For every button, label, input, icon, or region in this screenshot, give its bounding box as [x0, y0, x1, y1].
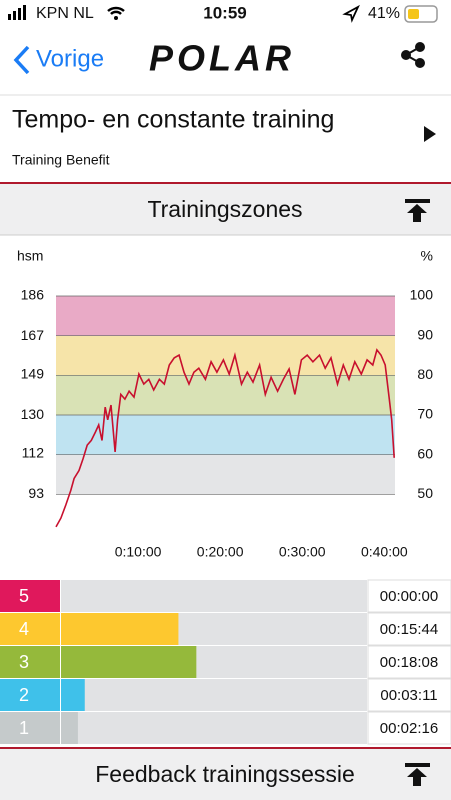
zone-bars: 5 00:00:00 4 00:15:44 3 00:18:08 2 00:03:11 1 00:…: [0, 579, 451, 745]
y-tick-label: 70: [417, 406, 433, 422]
battery-level: [408, 9, 419, 19]
y2-tick-label: 167: [21, 327, 45, 343]
zone-bar: [61, 646, 197, 678]
wifi-icon: [107, 6, 125, 15]
play-icon[interactable]: [424, 126, 436, 142]
zone-time-box: [367, 678, 451, 712]
zone-bar: [61, 613, 179, 645]
y-tick-label: 50: [417, 485, 433, 501]
back-chevron[interactable]: [13, 45, 30, 75]
zone-number: 1: [19, 718, 29, 738]
share-icon[interactable]: [401, 42, 425, 68]
zone-bar: [61, 679, 85, 711]
zone-time: 00:03:11: [380, 687, 437, 704]
zone-number: 5: [19, 586, 29, 606]
x-tick-label: 0:30:00: [279, 544, 326, 560]
zone-number-box: [0, 712, 60, 744]
heart-rate-chart: hsm % 50 60 70 80 90 100 93 112 130 149 167 186 0:10…: [17, 248, 433, 560]
y-axis-label: %: [421, 248, 433, 264]
zone-number: 2: [19, 685, 29, 705]
section-header[interactable]: [0, 184, 451, 235]
battery-frame: [404, 5, 438, 23]
zone-time-box: [367, 579, 451, 613]
zone-time: 00:18:08: [380, 654, 438, 671]
x-tick-label: 0:10:00: [115, 544, 162, 560]
zone-time-box: [367, 612, 451, 646]
zone-number-box: [0, 613, 60, 645]
zone-band: [56, 335, 395, 376]
zone-number: 4: [19, 619, 29, 639]
zone-band: [56, 454, 395, 495]
zone-number-box: [0, 679, 60, 711]
zone-bar-track: [61, 679, 367, 711]
zone-number-box: [0, 646, 60, 678]
y2-tick-label: 130: [21, 406, 45, 422]
section-title: Feedback trainingssessie: [95, 761, 355, 787]
zone-band: [56, 415, 395, 455]
battery-text: 41%: [368, 5, 400, 22]
training-subtitle: Training Benefit: [12, 152, 110, 168]
y2-tick-label: 186: [21, 287, 45, 303]
zone-number: 3: [19, 652, 29, 672]
zone-band: [56, 296, 395, 336]
zone-bar-track: [61, 580, 367, 612]
wifi-dot: [114, 16, 118, 20]
training-title: Tempo- en constante training: [12, 106, 334, 134]
zone-band: [56, 375, 395, 415]
y2-axis-label: hsm: [17, 248, 43, 264]
zone-time: 00:00:00: [380, 588, 438, 605]
y2-tick-label: 149: [21, 366, 45, 382]
y-tick-label: 60: [417, 445, 433, 461]
polar-logo: POLAR: [149, 38, 295, 79]
section-header[interactable]: [0, 749, 451, 800]
clock: 10:59: [203, 3, 246, 22]
y-tick-label: 80: [417, 366, 433, 382]
x-tick-label: 0:20:00: [197, 544, 244, 560]
zone-time-box: [367, 711, 451, 745]
zone-bar-track: [61, 712, 367, 744]
y2-tick-label: 112: [22, 445, 45, 461]
y-tick-label: 100: [410, 287, 434, 303]
section-title: Trainingszones: [147, 196, 302, 222]
y2-tick-label: 93: [28, 485, 44, 501]
zone-bar: [61, 712, 78, 744]
carrier: KPN NL: [36, 5, 94, 22]
red-divider: [0, 182, 451, 184]
x-tick-label: 0:40:00: [361, 544, 408, 560]
collapse-icon[interactable]: [405, 199, 430, 222]
zone-time-box: [367, 645, 451, 679]
collapse-icon[interactable]: [405, 763, 430, 786]
y-tick-label: 90: [417, 326, 433, 342]
signal-icon: [8, 5, 26, 20]
red-divider: [0, 747, 451, 749]
zone-number-box: [0, 580, 60, 612]
zone-time: 00:02:16: [380, 720, 438, 737]
location-icon: [342, 4, 360, 23]
back-button[interactable]: Vorige: [36, 45, 104, 72]
zone-time: 00:15:44: [380, 621, 438, 638]
heart-rate-line: [55, 348, 395, 528]
